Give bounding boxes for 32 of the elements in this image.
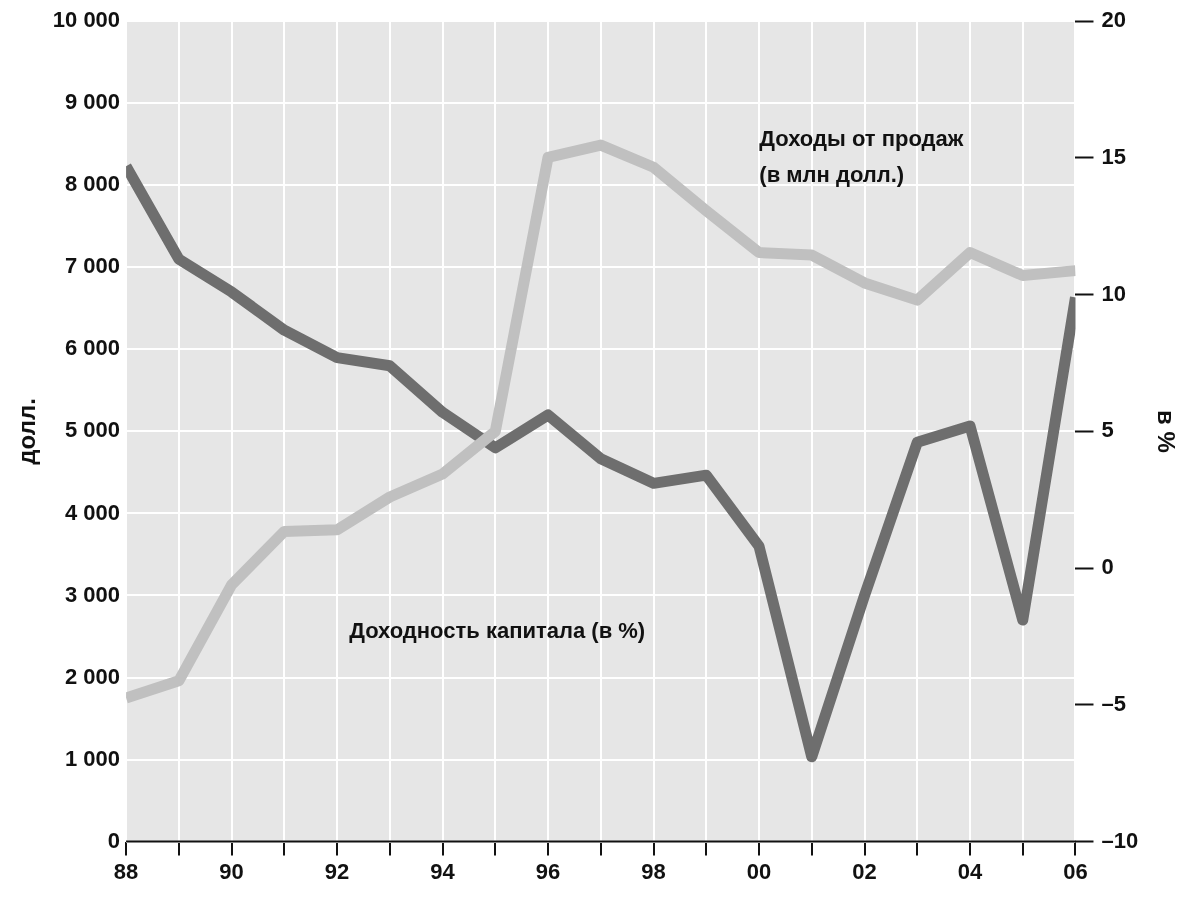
- x-tick-label: 98: [641, 858, 666, 884]
- annotation: Доходы от продаж (в млн долл.): [759, 126, 964, 188]
- x-tick-label: 00: [746, 858, 772, 884]
- y-tick-label: 7 000: [65, 253, 121, 279]
- y-tick-label: 0: [107, 827, 121, 853]
- x-tick-label: 04: [957, 858, 983, 884]
- x-tick-label: 88: [113, 858, 139, 884]
- y-tick-label: 2 000: [65, 663, 121, 689]
- y2-tick-label: 5: [1101, 417, 1114, 443]
- y-tick-label: 9 000: [65, 89, 121, 115]
- y-tick-label: 6 000: [65, 335, 121, 361]
- y-tick-label: 1 000: [65, 745, 121, 771]
- y2-tick-label: 0: [1101, 554, 1114, 580]
- y-tick-label: 10 000: [52, 7, 121, 33]
- y-tick-label: 5 000: [65, 417, 121, 443]
- annotation: Доходность капитала (в %): [349, 618, 646, 644]
- y2-axis-title: в %: [1152, 410, 1180, 453]
- x-tick-label: 02: [852, 858, 877, 884]
- y-tick-label: 3 000: [65, 581, 121, 607]
- x-tick-label: 92: [324, 858, 350, 884]
- y2-tick-label: 10: [1101, 280, 1126, 306]
- x-tick-label: 96: [535, 858, 561, 884]
- y2-tick-label: 20: [1101, 7, 1126, 33]
- y2-tick-label: –10: [1101, 827, 1139, 853]
- y-tick-label: 8 000: [65, 171, 121, 197]
- y2-tick-label: –5: [1101, 690, 1126, 716]
- y-axis-title: долл.: [13, 398, 41, 465]
- x-tick-label: 94: [430, 858, 456, 884]
- y-tick-label: 4 000: [65, 499, 121, 525]
- x-tick-label: 06: [1063, 858, 1088, 884]
- y2-tick-label: 15: [1101, 144, 1126, 169]
- x-tick-label: 90: [219, 858, 244, 884]
